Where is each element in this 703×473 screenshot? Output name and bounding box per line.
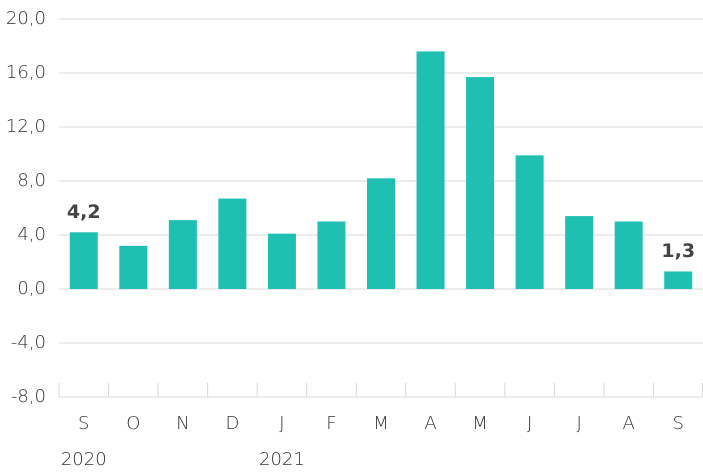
y-tick-label: 20,0 [6,8,46,29]
x-tick-label: S [78,413,89,434]
y-tick-label: 12,0 [6,116,46,137]
x-tick-label: J [576,413,581,434]
bar [168,220,197,289]
x-tick-label: J [279,413,284,434]
bar [515,155,544,289]
x-tick-label: F [326,413,336,434]
x-tick-label: A [424,413,436,434]
bar [317,221,346,289]
y-tick-label: 8,0 [17,170,46,191]
x-tick-label: M [472,413,488,434]
x-tick-label: S [673,413,684,434]
bar [218,198,247,289]
year-label: 2020 [61,449,107,469]
bar [614,221,643,289]
bar [664,271,693,289]
x-tick-label: D [225,413,239,434]
year-label: 2021 [259,449,305,469]
y-tick-label: 16,0 [6,62,46,83]
x-tick-label: A [623,413,635,434]
bar [267,233,296,289]
value-label: 1,3 [661,240,695,262]
y-tick-label: -4,0 [11,332,46,353]
bar [367,178,395,289]
bar [565,216,594,289]
y-tick-label: 0,0 [17,278,46,299]
value-label: 4,2 [67,201,101,223]
y-tick-label: -8,0 [11,386,46,407]
x-tick-label: J [527,413,532,434]
x-tick-label: M [373,413,389,434]
bar [466,77,495,289]
bar [69,232,98,289]
y-tick-label: 4,0 [17,224,46,245]
bar [119,245,148,289]
x-tick-label: O [126,413,140,434]
x-tick-label: N [176,413,189,434]
bar [416,51,445,290]
